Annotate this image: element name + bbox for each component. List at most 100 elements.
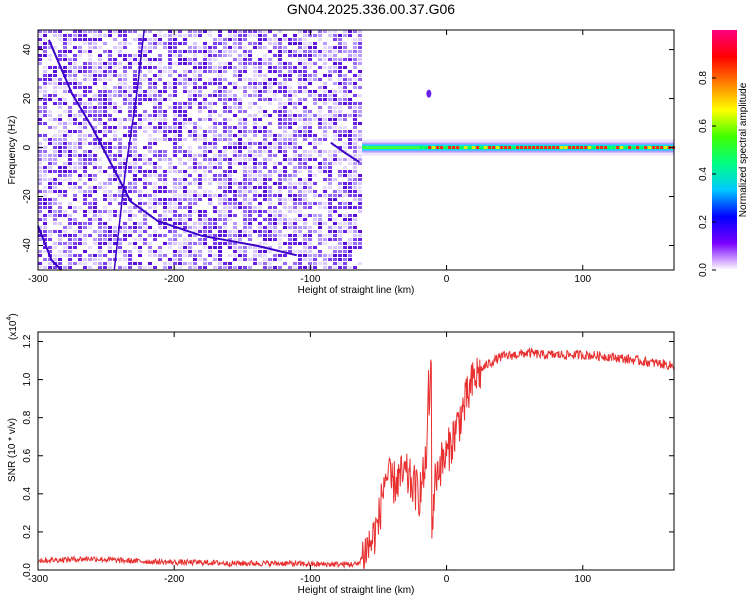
spectrogram-noise-pixel: [233, 246, 237, 249]
spectrogram-noise-pixel: [218, 202, 222, 205]
spectrogram-noise-pixel: [43, 78, 47, 81]
spectrogram-noise-pixel: [288, 158, 292, 161]
spectrogram-noise-pixel: [238, 230, 242, 233]
spectrogram-noise-pixel: [183, 174, 187, 177]
spectrogram-noise-pixel: [123, 86, 127, 89]
spectrogram-noise-pixel: [123, 226, 127, 229]
carrier-peak-pixel: [584, 146, 588, 150]
spectrogram-noise-pixel: [213, 78, 217, 81]
spectrogram-noise-pixel: [163, 234, 167, 237]
spectrogram-noise-pixel: [78, 70, 82, 73]
spectrogram-noise-pixel: [188, 218, 192, 221]
spectrogram-noise-pixel: [348, 214, 352, 217]
spectrogram-noise-pixel: [203, 138, 207, 141]
spectrogram-noise-pixel: [123, 118, 127, 121]
spectrogram-noise-pixel: [288, 114, 292, 117]
spectrogram-noise-pixel: [273, 82, 277, 85]
spectrogram-noise-pixel: [123, 90, 127, 93]
spectrogram-noise-pixel: [203, 70, 207, 73]
spectrogram-noise-pixel: [278, 54, 282, 57]
spectrogram-noise-pixel: [308, 154, 312, 157]
spectrogram-noise-pixel: [178, 118, 182, 121]
spectrogram-noise-pixel: [158, 178, 162, 181]
spectrogram-noise-pixel: [278, 58, 282, 61]
spectrogram-noise-pixel: [143, 46, 147, 49]
spectrogram-noise-pixel: [188, 202, 192, 205]
spectrogram-noise-pixel: [98, 214, 102, 217]
spectrogram-noise-pixel: [48, 214, 52, 217]
spectrogram-noise-pixel: [213, 50, 217, 53]
spectrogram-noise-pixel: [313, 78, 317, 81]
spectrogram-noise-pixel: [273, 206, 277, 209]
spectrogram-noise-pixel: [213, 154, 217, 157]
spectrogram-noise-pixel: [43, 94, 47, 97]
spectrogram-noise-pixel: [73, 254, 77, 257]
spectrogram-noise-pixel: [128, 258, 132, 261]
spectrogram-noise-pixel: [243, 126, 247, 129]
spectrogram-noise-pixel: [143, 126, 147, 129]
spectrogram-noise-pixel: [113, 134, 117, 137]
spectrogram-noise-pixel: [63, 86, 67, 89]
spectrogram-noise-pixel: [148, 198, 152, 201]
spectrogram-noise-pixel: [193, 58, 197, 61]
spectrogram-noise-pixel: [248, 246, 252, 249]
spectrogram-noise-pixel: [83, 238, 87, 241]
spectrogram-noise-pixel: [253, 206, 257, 209]
spectrogram-noise-pixel: [198, 34, 202, 37]
spectrogram-noise-pixel: [273, 218, 277, 221]
spectrogram-noise-pixel: [238, 86, 242, 89]
spectrogram-noise-pixel: [118, 226, 122, 229]
spectrogram-noise-pixel: [253, 186, 257, 189]
spectrogram-noise-pixel: [183, 254, 187, 257]
spectrogram-noise-pixel: [233, 158, 237, 161]
spectrogram-noise-pixel: [233, 94, 237, 97]
spectrogram-noise-pixel: [218, 138, 222, 141]
spectrogram-noise-pixel: [293, 122, 297, 125]
spectrogram-noise-pixel: [178, 34, 182, 37]
spectrogram-noise-pixel: [178, 242, 182, 245]
spectrogram-noise-pixel: [133, 226, 137, 229]
spectrogram-noise-pixel: [228, 38, 232, 41]
spectrogram-noise-pixel: [173, 250, 177, 253]
spectrogram-noise-pixel: [303, 222, 307, 225]
spectrogram-noise-pixel: [343, 66, 347, 69]
spectrogram-noise-pixel: [83, 234, 87, 237]
spectrogram-noise-pixel: [253, 230, 257, 233]
spectrogram-noise-pixel: [213, 210, 217, 213]
spectrogram-noise-pixel: [348, 266, 352, 269]
spectrogram-noise-pixel: [123, 134, 127, 137]
spectrogram-noise-pixel: [243, 234, 247, 237]
spectrogram-noise-pixel: [253, 114, 257, 117]
spectrogram-noise-pixel: [218, 74, 222, 77]
spectrogram-noise-pixel: [318, 138, 322, 141]
spectrogram-noise-pixel: [318, 230, 322, 233]
spectrogram-noise-pixel: [278, 246, 282, 249]
spectrogram-noise-pixel: [58, 106, 62, 109]
spectrogram-noise-pixel: [78, 178, 82, 181]
spectrogram-noise-pixel: [43, 50, 47, 53]
spectrogram-noise-pixel: [128, 234, 132, 237]
spectrogram-noise-pixel: [38, 178, 42, 181]
spectrogram-noise-pixel: [278, 98, 282, 101]
spectrogram-noise-pixel: [103, 98, 107, 101]
spectrogram-noise-pixel: [243, 118, 247, 121]
spectrogram-noise-pixel: [203, 46, 207, 49]
snr-x-ticks: -300 -200 -100 0 100: [28, 332, 592, 585]
spectrogram-noise-pixel: [218, 70, 222, 73]
spectrogram-noise-pixel: [63, 134, 67, 137]
spectrogram-noise-pixel: [193, 234, 197, 237]
spectrogram-noise-pixel: [148, 78, 152, 81]
spectrogram-noise-pixel: [188, 90, 192, 93]
spectrogram-noise-pixel: [298, 58, 302, 61]
spectrogram-noise-pixel: [43, 198, 47, 201]
spectrogram-noise-pixel: [333, 206, 337, 209]
spectrogram-noise-pixel: [288, 226, 292, 229]
spectrogram-noise-pixel: [318, 58, 322, 61]
spectrogram-noise-pixel: [203, 174, 207, 177]
spectrogram-noise-pixel: [308, 250, 312, 253]
spectrogram-noise-pixel: [83, 50, 87, 53]
spectrogram-noise-pixel: [273, 238, 277, 241]
spectrogram-noise-pixel: [193, 158, 197, 161]
spectrogram-noise-pixel: [43, 38, 47, 41]
spectrogram-noise-pixel: [98, 54, 102, 57]
